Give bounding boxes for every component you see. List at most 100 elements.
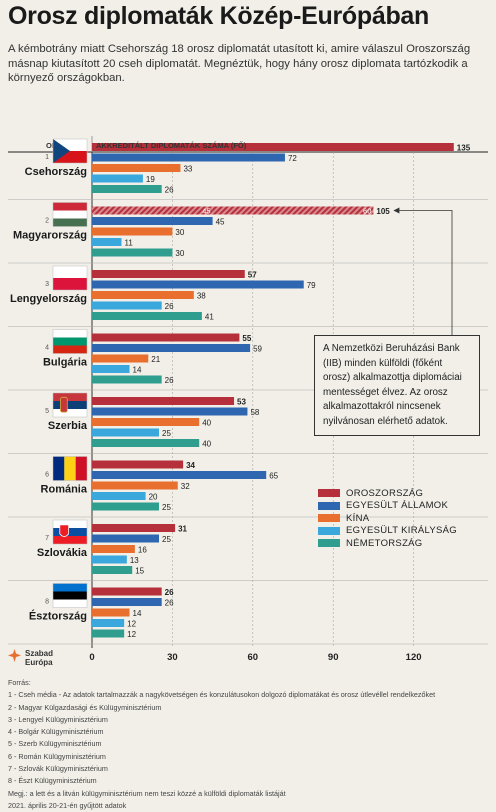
bar-value-label: 41 [205,312,214,321]
bar-value-label: 34 [186,461,195,470]
bar-uk [92,174,143,183]
country-name: Bulgária [43,357,88,369]
bar-value-label: 72 [288,154,297,163]
source-item: 6 - Román Külügyminisztérium [8,751,106,761]
bar-china [92,227,173,236]
bar-germany [92,566,133,574]
bar-china [92,164,181,172]
country-number: 3 [45,281,49,288]
legend-label: EGYESÜLT ÁLLAMOK [346,500,449,512]
logo-line1: Szabad [25,649,54,658]
bar-value-label: 26 [165,588,174,597]
legend-label: OROSZORSZÁG [346,487,424,499]
flag-rs-icon [52,392,88,418]
bar-china [92,608,130,617]
country-name: Észtország [29,610,87,623]
x-tick-label: 60 [248,652,259,663]
source-item: 8 - Észt Külügyminisztérium [8,776,97,786]
legend-swatch [318,514,340,523]
bar-value-label: 25 [162,429,171,438]
bar-value-label: 26 [165,376,174,385]
sources-date: 2021. április 20-21-én gyűjtött adatok [8,800,127,810]
source-item: 5 - Szerb Külügyminisztérium [8,739,102,749]
chart-legend: OROSZORSZÁG EGYESÜLT ÁLLAMOK KÍNA EGYESÜLT … [318,487,457,550]
bar-value-label: 11 [124,238,133,247]
bar-uk [92,365,130,373]
page-title: Orosz diplomaták Közép-Európában [8,2,430,30]
x-tick-label: 0 [89,652,94,663]
annotation-connector [399,210,453,335]
bar-germany [92,629,125,638]
country-name: Szlovákia [37,547,88,559]
country-name: Románia [41,484,88,496]
country-name: Magyarország [13,230,87,242]
legend-swatch [318,489,340,498]
bar-germany [92,439,200,447]
logo-mark-icon [8,649,21,662]
bar-russia [92,143,454,151]
x-tick-label: 30 [167,652,178,663]
source-item: 4 - Bolgár Külügyminisztérium [8,727,104,737]
bar-value-label: 79 [307,281,316,290]
bar-value-label: 12 [127,619,136,628]
bar-value-label: 19 [146,175,155,184]
iib-annotation: A Nemzetközi Beruházási Bank (IIB) minde… [314,335,480,436]
bar-value-label: 16 [138,545,147,554]
bar-value-label: 53 [237,397,246,406]
country-number: 7 [45,535,49,542]
bar-chart: ORSZÁGAKKREDITÁLT DIPLOMATÁK SZÁMA (FŐ)0… [8,136,488,663]
bar-value-label: 25 [162,503,171,512]
flag-bg-icon [52,329,88,354]
legend-item-usa: EGYESÜLT ÁLLAMOK [318,500,457,513]
bar-value-label: 25 [162,535,171,544]
country-name: Lengyelország [10,293,87,305]
source-item: 3 - Lengyel Külügyminisztérium [8,714,108,724]
flag-ro-icon [52,456,88,481]
bar-value-label: 30 [175,228,184,237]
bar-sublabel: 60 [363,207,371,216]
bar-china [92,354,149,363]
country-number: 8 [45,599,49,606]
bar-value-label: 40 [202,418,211,427]
bar-uk [92,428,159,437]
bar-usa [92,534,159,543]
bar-germany [92,375,162,384]
x-tick-label: 120 [406,652,422,663]
bar-value-label: 21 [151,355,160,364]
bar-value-label: 26 [165,185,174,194]
country-number: 6 [45,472,49,479]
bar-value-label: 20 [149,492,158,501]
bar-value-label: 32 [181,482,190,491]
bar-sublabel: 45 [202,207,210,216]
bar-germany [92,185,162,193]
bar-value-label: 40 [202,439,211,448]
legend-item-china: KÍNA [318,512,457,525]
legend-label: EGYESÜLT KIRÁLYSÁG [346,525,457,537]
bar-usa [92,217,213,225]
szabad-europa-logo: Szabad Európa [8,649,53,667]
bar-value-label: 57 [248,270,257,279]
bar-value-label: 45 [216,217,225,226]
bar-uk [92,238,122,246]
bar-uk [92,555,127,564]
bar-usa [92,280,304,289]
intro-text: A kémbotrány miatt Csehország 18 orosz d… [8,43,471,84]
bar-china [92,418,200,426]
bar-value-label: 31 [178,524,187,533]
bar-germany [92,312,202,320]
flag-cz-icon [52,138,88,164]
bar-russia-hatched [92,206,213,215]
bar-russia [92,333,240,342]
legend-swatch [318,539,340,548]
country-number: 1 [45,154,49,161]
bar-russia [92,397,235,405]
bar-china [92,481,178,490]
annotation-arrow-icon [393,207,400,214]
legend-label: KÍNA [346,512,370,524]
legend-item-germany: NÉMETORSZÁG [318,537,457,550]
legend-item-uk: EGYESÜLT KIRÁLYSÁG [318,525,457,538]
country-number: 4 [45,345,49,352]
bar-value-label: 55 [242,334,251,343]
source-item: 1 - Cseh média - Az adatok tartalmazzák … [8,690,436,700]
x-tick-label: 90 [328,652,339,663]
